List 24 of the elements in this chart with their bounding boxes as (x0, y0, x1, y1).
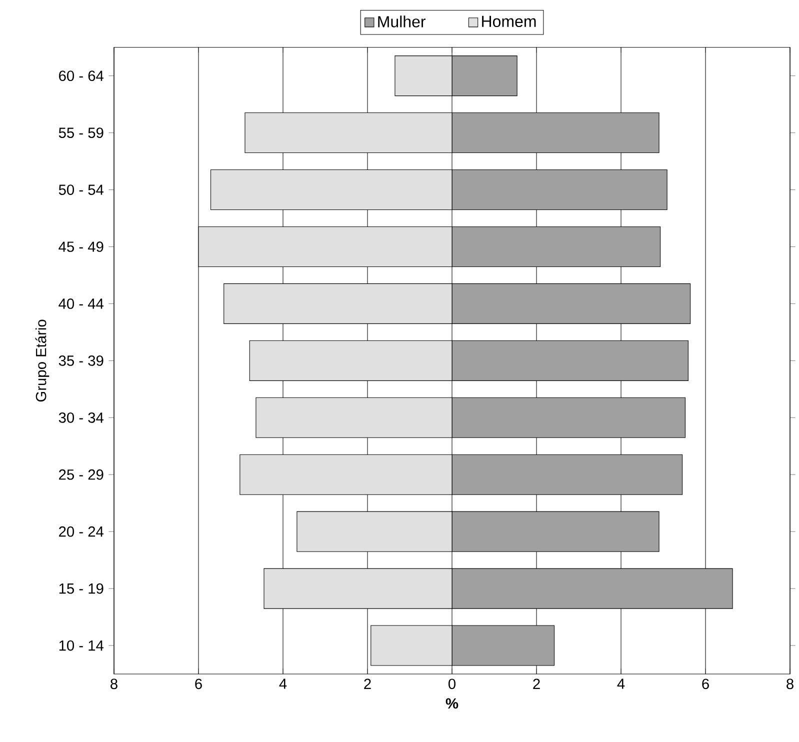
y-tick-label: 10 - 14 (59, 640, 104, 651)
y-tick-label: 60 - 64 (59, 70, 104, 82)
x-tick-label: 4 (279, 678, 287, 689)
y-tick-label: 25 - 29 (59, 469, 104, 480)
y-tick-label: 45 - 49 (58, 242, 104, 252)
y-tick-label: 50 - 54 (58, 184, 104, 195)
y-tick-label: 30 - 34 (58, 412, 104, 423)
x-tick-label: 8 (786, 678, 794, 690)
x-tick-label: 0 (448, 678, 456, 690)
y-tick-label: 15 - 19 (59, 583, 104, 594)
x-tick-label: 6 (702, 678, 709, 690)
x-tick-label: 2 (364, 678, 371, 689)
legend-label: Mulher (378, 16, 426, 28)
x-tick-label: 2 (533, 678, 540, 689)
x-tick-label: 4 (617, 678, 625, 689)
y-tick-label: 40 - 44 (58, 298, 104, 309)
legend-label: Homem (482, 16, 536, 28)
y-axis-title: Grupo Etário (35, 320, 50, 402)
x-tick-label: 6 (195, 678, 202, 690)
y-tick-label: 55 - 59 (58, 128, 104, 138)
y-tick-label: 35 - 39 (58, 355, 104, 366)
y-tick-label: 20 - 24 (59, 526, 104, 537)
x-tick-label: 8 (110, 678, 118, 690)
x-axis-title: % (446, 698, 458, 709)
